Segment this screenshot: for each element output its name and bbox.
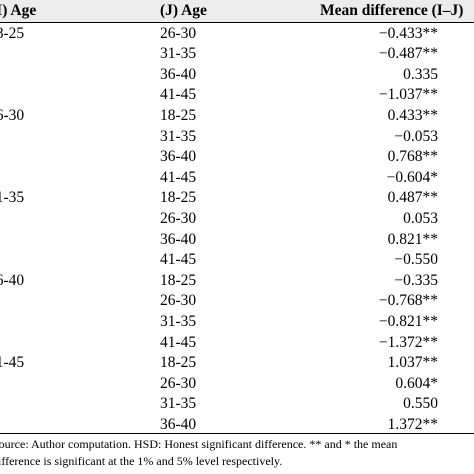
cell-j-age: 18-25 bbox=[160, 271, 197, 289]
cell-mean-difference: −1.037** bbox=[378, 86, 438, 104]
cell-j-age: 26-30 bbox=[160, 292, 197, 310]
cell-j-age: 26-30 bbox=[160, 24, 197, 42]
table-row: 26-30 −0.768** bbox=[0, 291, 474, 312]
table-row: 31-35 −0.053 bbox=[0, 127, 474, 148]
cell-j-age: 18-25 bbox=[160, 354, 197, 372]
cell-j-age: 31-35 bbox=[160, 312, 197, 330]
cell-j-age: 18-25 bbox=[160, 106, 197, 124]
cell-mean-difference: 0.053 bbox=[403, 209, 438, 227]
table-row: 36-40 1.372** bbox=[0, 415, 474, 436]
cell-j-age: 41-45 bbox=[160, 333, 197, 351]
table-row: 31-35 18-25 0.487** bbox=[0, 188, 474, 209]
table-row: 18-25 26-30 −0.433** bbox=[0, 24, 474, 45]
cell-i-age: 26-30 bbox=[0, 106, 25, 124]
cell-mean-difference: 1.037** bbox=[387, 354, 438, 372]
cell-j-age: 31-35 bbox=[160, 45, 197, 63]
table-row: 41-45 18-25 1.037** bbox=[0, 353, 474, 374]
cell-j-age: 36-40 bbox=[160, 148, 197, 166]
cell-mean-difference: −0.550 bbox=[394, 251, 438, 269]
cell-mean-difference: 0.433** bbox=[387, 106, 438, 124]
header-rule bbox=[0, 22, 474, 23]
cell-i-age: 41-45 bbox=[0, 354, 25, 372]
table-row: 36-40 0.335 bbox=[0, 65, 474, 86]
cell-j-age: 41-45 bbox=[160, 251, 197, 269]
footnote-line: difference is significant at the 1% and … bbox=[0, 454, 283, 468]
bottom-rule bbox=[0, 433, 474, 434]
table-row: 26-30 0.604* bbox=[0, 374, 474, 395]
cell-j-age: 41-45 bbox=[160, 86, 197, 104]
cell-mean-difference: −0.433** bbox=[378, 24, 438, 42]
cell-i-age: 31-35 bbox=[0, 189, 25, 207]
cell-mean-difference: 0.821** bbox=[387, 230, 438, 248]
cell-mean-difference: 0.335 bbox=[403, 65, 438, 83]
cell-mean-difference: 0.604* bbox=[395, 374, 438, 392]
cell-j-age: 31-35 bbox=[160, 127, 197, 145]
cell-mean-difference: 0.768** bbox=[387, 148, 438, 166]
table-row: 36-40 18-25 −0.335 bbox=[0, 271, 474, 292]
table-row: 31-35 −0.487** bbox=[0, 44, 474, 65]
cell-mean-difference: −0.053 bbox=[394, 127, 438, 145]
cell-mean-difference: 0.550 bbox=[403, 395, 438, 413]
header-i-age: (I) Age bbox=[0, 2, 37, 19]
table-row: 36-40 0.821** bbox=[0, 230, 474, 251]
footnote: Source: Author computation. HSD: Honest … bbox=[0, 436, 474, 470]
cell-j-age: 26-30 bbox=[160, 374, 197, 392]
cell-j-age: 31-35 bbox=[160, 395, 197, 413]
cell-mean-difference: −0.604* bbox=[386, 168, 438, 186]
cell-j-age: 18-25 bbox=[160, 189, 197, 207]
table-row: 36-40 0.768** bbox=[0, 147, 474, 168]
table-row: 26-30 0.053 bbox=[0, 209, 474, 230]
header-mean-difference: Mean difference (I–J) bbox=[320, 2, 464, 19]
cell-j-age: 41-45 bbox=[160, 168, 197, 186]
table-row: 41-45 −1.372** bbox=[0, 333, 474, 354]
cell-i-age: 18-25 bbox=[0, 24, 25, 42]
cell-mean-difference: 1.372** bbox=[387, 415, 438, 433]
cell-j-age: 36-40 bbox=[160, 415, 197, 433]
table-header: (I) Age (J) Age Mean difference (I–J) bbox=[0, 0, 474, 22]
table-row: 41-45 −0.604* bbox=[0, 168, 474, 189]
cell-mean-difference: −0.768** bbox=[378, 292, 438, 310]
cell-mean-difference: −0.821** bbox=[378, 312, 438, 330]
table-row: 31-35 0.550 bbox=[0, 394, 474, 415]
table-row: 31-35 −0.821** bbox=[0, 312, 474, 333]
footnote-line: Source: Author computation. HSD: Honest … bbox=[0, 437, 398, 451]
cell-j-age: 26-30 bbox=[160, 209, 197, 227]
table-row: 41-45 −0.550 bbox=[0, 250, 474, 271]
cell-mean-difference: −0.487** bbox=[378, 45, 438, 63]
cell-j-age: 36-40 bbox=[160, 230, 197, 248]
cell-j-age: 36-40 bbox=[160, 65, 197, 83]
cell-mean-difference: −0.335 bbox=[394, 271, 438, 289]
cell-i-age: 36-40 bbox=[0, 271, 25, 289]
cell-mean-difference: −1.372** bbox=[378, 333, 438, 351]
header-j-age: (J) Age bbox=[160, 2, 207, 19]
table-row: 41-45 −1.037** bbox=[0, 85, 474, 106]
table-row: 26-30 18-25 0.433** bbox=[0, 106, 474, 127]
cell-mean-difference: 0.487** bbox=[387, 189, 438, 207]
